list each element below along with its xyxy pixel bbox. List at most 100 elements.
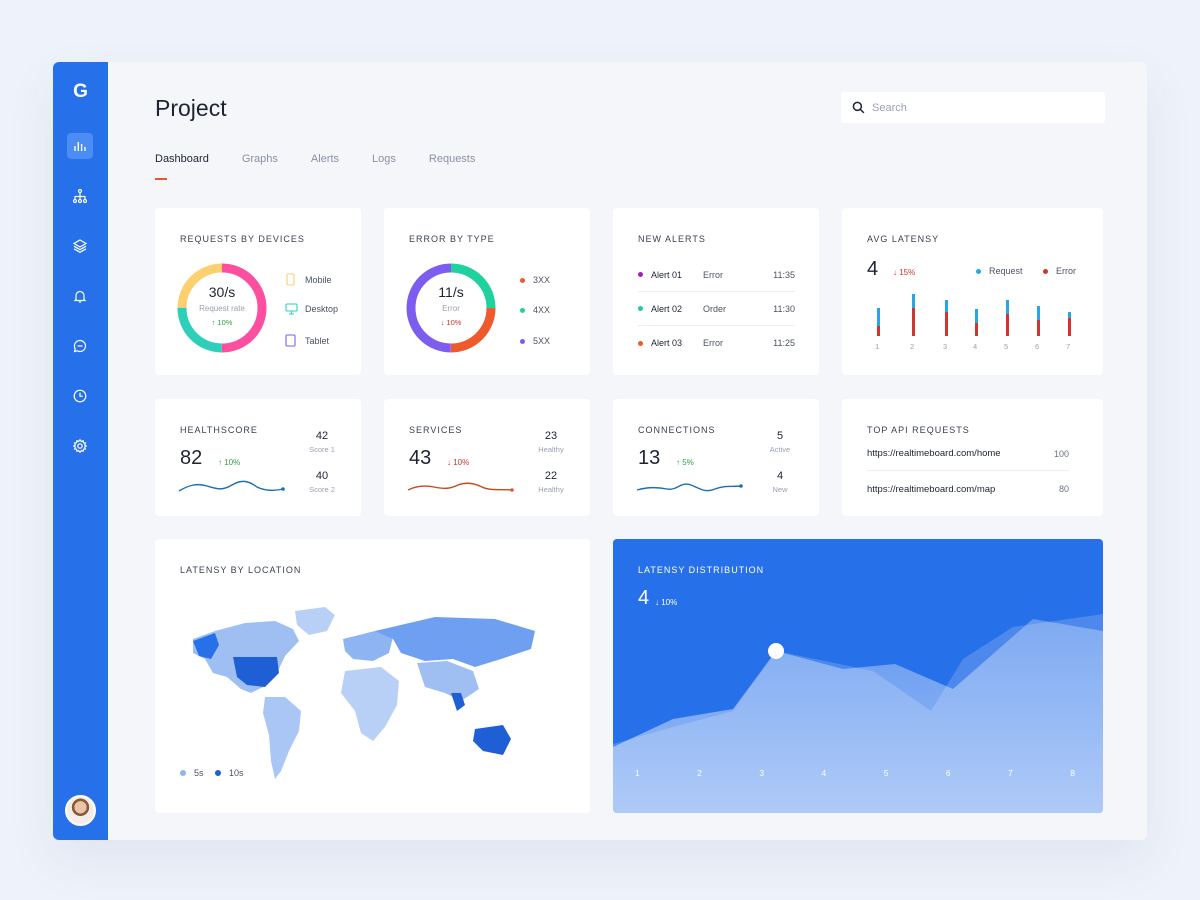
bar-request bbox=[877, 308, 880, 326]
alert-type: Order bbox=[703, 303, 727, 314]
tab-dashboard[interactable]: Dashboard bbox=[155, 153, 209, 180]
avg-latency-bar-chart bbox=[877, 294, 1071, 336]
api-row[interactable]: https://realtimeboard.com/map 80 bbox=[867, 472, 1069, 506]
x-tick: 3 bbox=[759, 768, 765, 778]
latency-location-card: LATENSY BY LOCATION 5s 10s bbox=[155, 539, 590, 813]
alert-name: Alert 02 bbox=[651, 303, 683, 314]
connections-stat: 5 Active bbox=[760, 430, 800, 454]
map-region-russia bbox=[375, 617, 535, 667]
tab-requests[interactable]: Requests bbox=[428, 153, 476, 165]
card-title: TOP API REQUESTS bbox=[867, 425, 970, 435]
tab-alerts[interactable]: Alerts bbox=[310, 153, 340, 165]
sidebar-item-notifications[interactable] bbox=[67, 283, 93, 309]
map-region-asia bbox=[417, 661, 479, 701]
request-rate-delta: ↑ 10% bbox=[211, 318, 233, 327]
services-delta: ↓ 10% bbox=[447, 458, 470, 467]
stat-value: 4 bbox=[776, 470, 784, 482]
x-tick: 1 bbox=[635, 768, 640, 778]
card-title: LATENSY BY LOCATION bbox=[180, 565, 302, 575]
sidebar-item-settings[interactable] bbox=[67, 433, 93, 459]
legend-10s: 10s bbox=[215, 768, 244, 778]
legend-4xx: 4XX bbox=[520, 305, 550, 315]
bar-error bbox=[1006, 314, 1009, 336]
services-stat: 23 Healthy bbox=[531, 430, 571, 454]
x-axis: 1 2 3 4 5 6 7 8 bbox=[635, 768, 1075, 778]
api-count: 100 bbox=[1053, 448, 1069, 459]
x-tick: 2 bbox=[697, 768, 702, 778]
bar-request bbox=[1006, 300, 1009, 314]
legend-dot bbox=[180, 770, 186, 776]
stat-value: 40 bbox=[315, 470, 329, 482]
x-tick: 4 bbox=[973, 342, 978, 351]
sidebar-item-messages[interactable] bbox=[67, 333, 93, 359]
sidebar-item-hierarchy[interactable] bbox=[67, 183, 93, 209]
error-rate-value: 11/s bbox=[438, 284, 464, 300]
new-alerts-card: NEW ALERTS Alert 01 Error 11:35 Alert 02… bbox=[613, 208, 819, 375]
error-by-type-card: ERROR BY TYPE 11/s Error ↓ 10% 3XX 4XX 5… bbox=[384, 208, 590, 375]
alert-row[interactable]: Alert 02 Order 11:30 bbox=[638, 292, 795, 326]
bar-request bbox=[1068, 312, 1071, 318]
legend-label: 5s bbox=[194, 768, 204, 778]
sidebar-item-layers[interactable] bbox=[67, 233, 93, 259]
legend-dot bbox=[520, 277, 525, 283]
stat-label: Healthy bbox=[538, 485, 564, 494]
card-title: CONNECTIONS bbox=[638, 425, 716, 435]
card-title: REQUESTS BY DEVICES bbox=[180, 234, 305, 244]
connections-value: 13 bbox=[638, 447, 661, 469]
stat-label: Healthy bbox=[538, 445, 564, 454]
desktop-icon bbox=[285, 303, 298, 315]
stat-label: Score 1 bbox=[309, 445, 335, 454]
connections-sparkline bbox=[636, 483, 743, 492]
user-avatar[interactable] bbox=[65, 795, 96, 826]
api-url[interactable]: https://realtimeboard.com/map bbox=[867, 483, 996, 495]
sidebar-item-history[interactable] bbox=[67, 383, 93, 409]
requests-donut-chart bbox=[177, 263, 267, 353]
clock-icon bbox=[73, 389, 87, 403]
map-region-usa bbox=[233, 657, 279, 687]
search-box[interactable] bbox=[841, 92, 1105, 123]
stat-label: Score 2 bbox=[309, 485, 335, 494]
donut-segment-4xx bbox=[406, 263, 496, 353]
legend-dot bbox=[520, 307, 525, 313]
legend-dot bbox=[976, 268, 981, 274]
healthscore-card: HEALTHSCORE 82 ↑ 10% 42 Score 1 40 Score 2 bbox=[155, 399, 361, 516]
legend-desktop: Desktop bbox=[285, 303, 338, 315]
map-region-thailand bbox=[451, 693, 465, 711]
api-count: 80 bbox=[1058, 484, 1069, 494]
x-tick: 5 bbox=[883, 768, 889, 778]
highlight-point[interactable] bbox=[768, 643, 784, 659]
api-url[interactable]: https://realtimeboard.com/home bbox=[867, 448, 1001, 459]
healthscore-delta: ↑ 10% bbox=[218, 458, 241, 467]
request-rate-value: 30/s bbox=[208, 284, 236, 300]
legend-label: 10s bbox=[229, 768, 244, 778]
legend-label: Desktop bbox=[305, 304, 339, 314]
donut-segment-5xx bbox=[406, 263, 496, 353]
bar-request bbox=[945, 300, 948, 312]
connections-stat: 4 New bbox=[760, 470, 800, 494]
world-map[interactable] bbox=[185, 601, 555, 786]
search-input[interactable] bbox=[872, 101, 1092, 114]
x-tick: 7 bbox=[1066, 342, 1071, 351]
alert-row[interactable]: Alert 01 Error 11:35 bbox=[638, 258, 795, 292]
tab-graphs[interactable]: Graphs bbox=[241, 153, 278, 165]
api-row[interactable]: https://realtimeboard.com/home 100 bbox=[867, 437, 1069, 471]
healthscore-value: 82 bbox=[180, 447, 203, 469]
sidebar-item-analytics[interactable] bbox=[67, 133, 93, 159]
bar-request bbox=[1037, 306, 1040, 320]
gear-icon bbox=[72, 438, 88, 454]
tab-logs[interactable]: Logs bbox=[372, 153, 396, 165]
alert-row[interactable]: Alert 03 Error 11:25 bbox=[638, 326, 795, 360]
app-logo[interactable]: G bbox=[73, 81, 88, 102]
x-tick: 5 bbox=[1004, 342, 1009, 351]
alert-time: 11:30 bbox=[773, 303, 795, 314]
legend-request: Request bbox=[976, 266, 1023, 276]
map-region-greenland bbox=[295, 607, 335, 635]
x-tick: 7 bbox=[1008, 768, 1013, 778]
search-icon bbox=[852, 101, 865, 114]
bell-icon bbox=[73, 290, 87, 303]
alert-time: 11:35 bbox=[773, 269, 795, 280]
x-tick: 3 bbox=[943, 342, 948, 351]
bar-error bbox=[975, 323, 978, 336]
x-tick: 8 bbox=[1070, 768, 1075, 778]
donut-segment-desktop bbox=[177, 263, 267, 353]
